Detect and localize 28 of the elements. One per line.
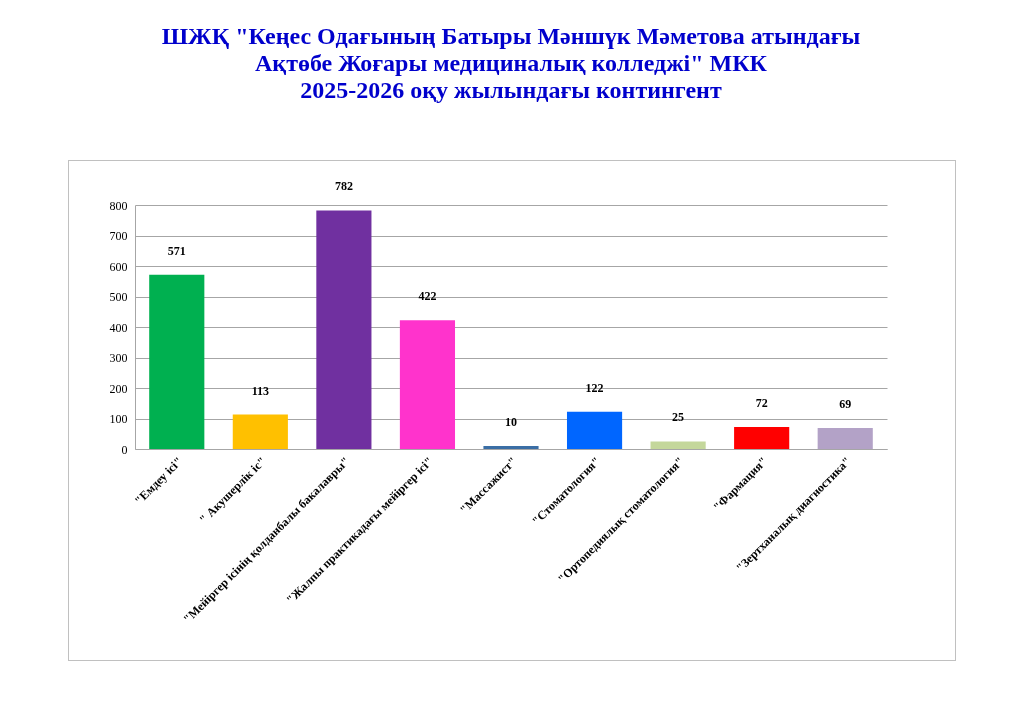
bar (650, 441, 706, 449)
y-tick-label: 300 (109, 351, 128, 365)
data-label: 72 (755, 396, 768, 411)
data-label: 69 (839, 396, 852, 411)
data-label: 10 (505, 414, 517, 429)
y-tick-label: 700 (109, 229, 128, 243)
data-label: 25 (672, 410, 685, 425)
y-tick-label: 400 (109, 320, 128, 335)
y-tick-label: 600 (109, 259, 128, 274)
data-label: 571 (167, 243, 186, 258)
y-tick-label: 800 (109, 198, 128, 213)
bar (399, 320, 456, 449)
y-tick-label: 0 (121, 442, 128, 457)
bar (149, 274, 205, 449)
data-label: 422 (418, 289, 437, 304)
bar (483, 445, 539, 449)
bar (232, 414, 288, 449)
bar (566, 411, 623, 449)
chart-title: ШЖҚ "Кеңес Одағының Батыры Мәншүк Мәметова атындағы Ақтөбе Жоғары медициналық колледжі" МКК 2025-2026 оқу жылындағы контингент (161, 23, 861, 104)
data-label: 782 (334, 179, 353, 194)
bar (734, 427, 790, 449)
bar (316, 210, 372, 449)
y-tick-label: 100 (109, 412, 128, 426)
data-label: 113 (251, 383, 270, 398)
y-tick-label: 500 (109, 290, 128, 304)
data-label: 122 (585, 380, 604, 395)
bar (817, 427, 873, 449)
y-tick-label: 200 (109, 381, 128, 396)
